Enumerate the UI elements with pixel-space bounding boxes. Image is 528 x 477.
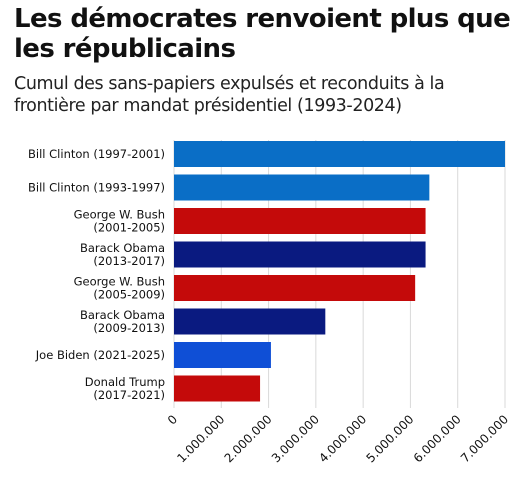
category-label: Bill Clinton (1997-2001) — [28, 147, 165, 161]
bar — [174, 241, 426, 268]
category-label-line: George W. Bush — [74, 208, 165, 222]
bar — [174, 375, 261, 402]
category-label: George W. Bush (2001-2005) — [74, 208, 165, 235]
category-label: Joe Biden (2021-2025) — [35, 348, 165, 362]
category-label-line: Bill Clinton (1997-2001) — [28, 147, 165, 161]
bar — [174, 308, 326, 335]
bar — [174, 141, 505, 167]
bar — [174, 208, 426, 234]
category-label-line: Donald Trump — [85, 375, 165, 389]
bar — [174, 342, 271, 368]
x-axis-ticks: 01.000.0002.000.0003.000.0004.000.0005.0… — [165, 412, 511, 465]
x-tick-label: 0 — [165, 412, 180, 427]
category-label-line: Barack Obama — [80, 241, 165, 255]
bar — [174, 174, 430, 201]
x-tick-label: 6.000.000 — [411, 412, 464, 465]
category-label-line: Joe Biden (2021-2025) — [35, 348, 165, 362]
category-label-line: (2009-2013) — [93, 321, 165, 335]
x-tick-label: 5.000.000 — [363, 412, 416, 465]
chart-subtitle: Cumul des sans-papiers expulsés et recon… — [14, 74, 445, 116]
category-label-line: Barack Obama — [80, 308, 165, 322]
category-label: Donald Trump (2017-2021) — [85, 375, 165, 402]
category-label: Barack Obama (2009-2013) — [80, 308, 165, 335]
bars — [174, 141, 505, 402]
category-label-line: (2017-2021) — [93, 388, 165, 402]
x-tick-label: 2.000.000 — [222, 412, 275, 465]
category-label-line: George W. Bush — [74, 275, 165, 289]
category-label-line: (2001-2005) — [93, 221, 165, 235]
category-label: Bill Clinton (1993-1997) — [28, 181, 165, 195]
chart-title: Les démocrates renvoient plus que les ré… — [14, 4, 511, 64]
x-tick-label: 4.000.000 — [316, 412, 369, 465]
x-tick-label: 1.000.000 — [174, 412, 227, 465]
x-tick-label: 3.000.000 — [269, 412, 322, 465]
category-label-line: Bill Clinton (1993-1997) — [28, 181, 165, 195]
category-label: Barack Obama (2013-2017) — [80, 241, 165, 268]
x-tick-label: 7.000.000 — [458, 412, 511, 465]
category-label-line: (2005-2009) — [93, 288, 165, 302]
category-label: George W. Bush (2005-2009) — [74, 275, 165, 302]
bar — [174, 275, 416, 301]
category-label-line: (2013-2017) — [93, 254, 165, 268]
category-labels: Bill Clinton (1997-2001) Bill Clinton (19… — [28, 147, 165, 402]
